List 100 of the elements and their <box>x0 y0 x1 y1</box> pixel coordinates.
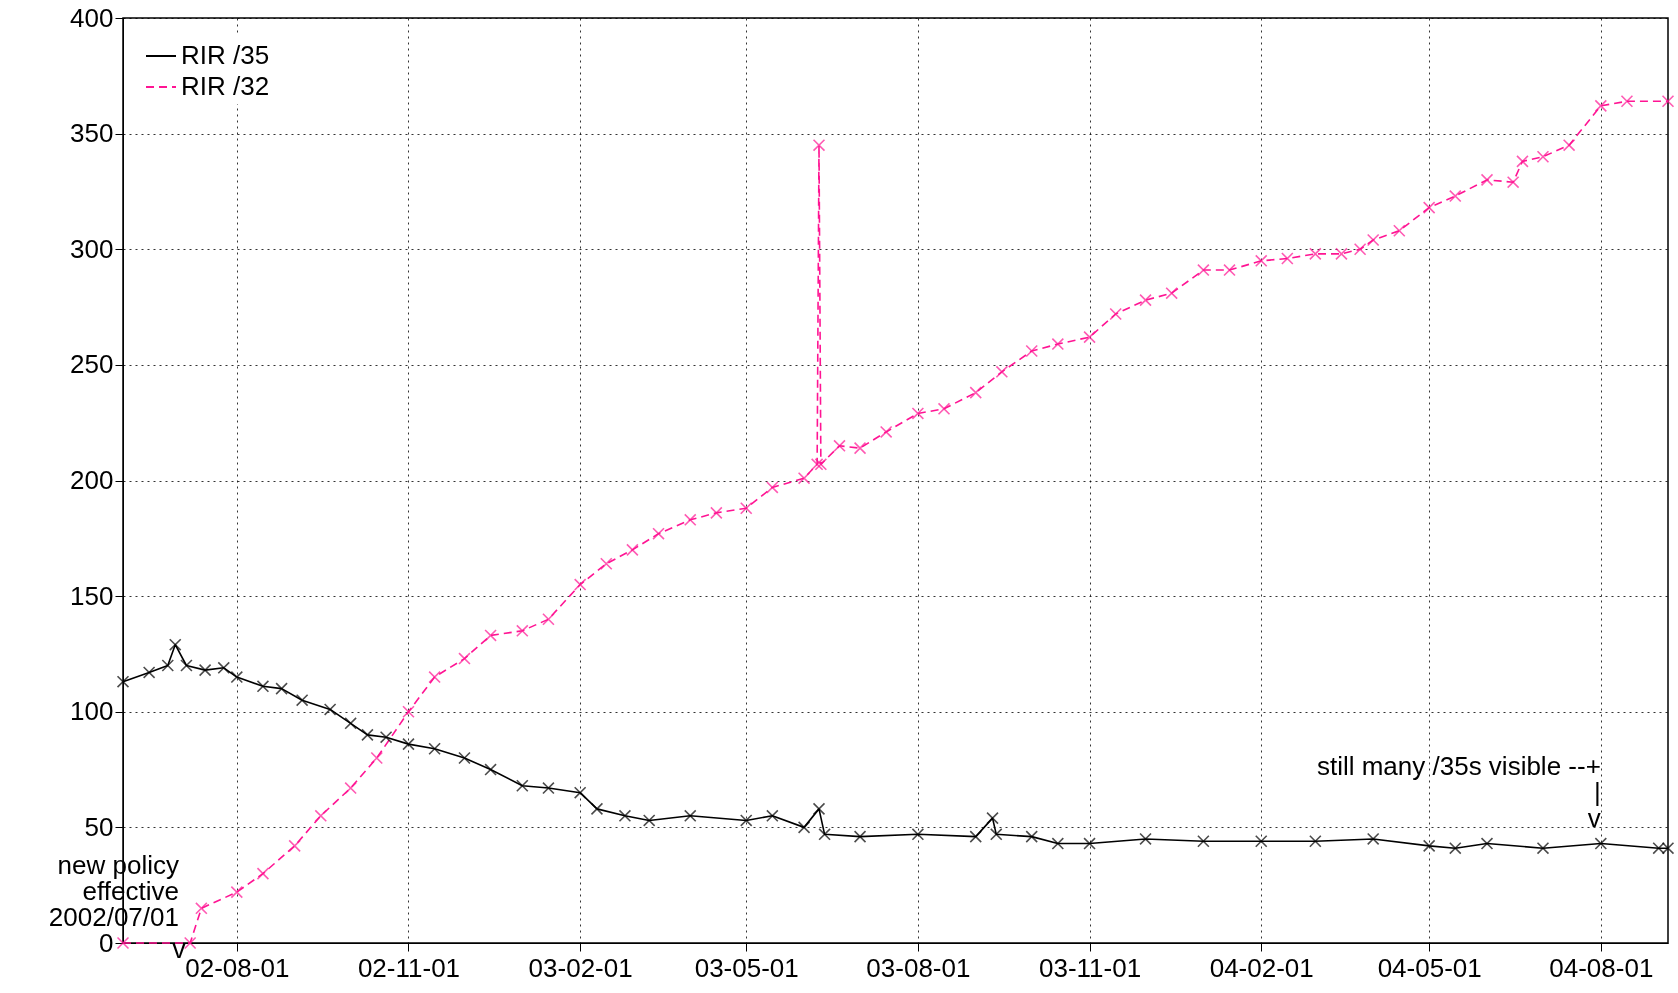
point <box>1562 138 1576 152</box>
point <box>818 828 831 841</box>
point <box>458 652 471 665</box>
point <box>1025 830 1038 843</box>
point <box>1516 155 1529 168</box>
point <box>986 811 999 825</box>
point <box>1620 94 1634 108</box>
point <box>370 751 384 765</box>
y-tick-label: 350 <box>70 118 114 149</box>
x-tick-label: 03-05-01 <box>694 952 799 983</box>
point <box>1139 832 1152 846</box>
x-tick-label: 03-08-01 <box>866 952 971 983</box>
point <box>198 663 212 677</box>
point <box>812 138 826 152</box>
point <box>1661 841 1675 855</box>
point <box>911 407 925 420</box>
x-tick-label: 04-05-01 <box>1377 952 1482 983</box>
point <box>230 670 244 684</box>
point <box>1051 337 1065 351</box>
point <box>256 867 270 880</box>
point <box>1109 307 1122 321</box>
point <box>989 828 1003 841</box>
point <box>739 501 753 515</box>
point <box>314 809 328 823</box>
point <box>180 659 193 672</box>
point <box>833 439 846 453</box>
point <box>853 830 867 843</box>
annotation: v <box>172 934 186 964</box>
point <box>626 543 639 557</box>
point <box>1309 247 1322 261</box>
point <box>969 386 983 399</box>
point <box>879 425 893 439</box>
point <box>969 830 983 843</box>
y-tick-label: 100 <box>70 696 114 727</box>
point <box>195 902 208 915</box>
annotation: still many /35s visible --+ | v <box>1316 750 1601 833</box>
point <box>428 670 441 684</box>
legend-label: RIR /32 <box>181 71 270 101</box>
point <box>1165 286 1178 300</box>
point <box>1335 247 1348 261</box>
point <box>652 527 665 540</box>
point <box>458 751 471 765</box>
point <box>516 624 529 638</box>
point <box>573 578 587 591</box>
point <box>810 458 824 471</box>
point <box>402 705 415 719</box>
point <box>295 693 309 707</box>
x-tick-label: 04-08-01 <box>1549 952 1654 983</box>
point <box>683 809 697 823</box>
point <box>937 402 951 416</box>
point <box>710 506 723 520</box>
point <box>995 365 1009 379</box>
point <box>361 728 374 742</box>
point <box>1139 293 1152 307</box>
legend-label: RIR /35 <box>181 40 270 70</box>
y-tick-label: 50 <box>84 811 114 842</box>
point <box>379 730 393 744</box>
y-tick-label: 150 <box>70 580 114 611</box>
point <box>116 675 130 688</box>
point <box>1449 189 1462 203</box>
point <box>288 839 301 853</box>
x-tick-label: 03-11-01 <box>1038 952 1142 983</box>
point <box>766 809 779 823</box>
point <box>1661 94 1675 108</box>
point <box>1353 242 1367 256</box>
point <box>1281 252 1294 265</box>
y-tick-label: 0 <box>99 927 114 958</box>
point <box>1025 344 1038 358</box>
point <box>1197 263 1210 277</box>
x-tick-label: 02-08-01 <box>185 952 290 983</box>
point <box>1422 839 1436 853</box>
point <box>1366 832 1380 846</box>
point <box>600 557 613 571</box>
point <box>428 742 441 756</box>
point <box>766 481 779 494</box>
point <box>812 802 826 816</box>
y-tick-label: 250 <box>70 349 114 380</box>
x-tick-label: 02-11-01 <box>357 952 461 983</box>
point <box>1449 841 1462 855</box>
point <box>168 638 182 651</box>
point <box>618 809 632 823</box>
point <box>161 659 175 672</box>
point <box>275 682 288 695</box>
point <box>256 680 270 693</box>
point <box>323 703 337 716</box>
point <box>344 717 357 730</box>
point <box>1309 834 1322 848</box>
point <box>1536 150 1550 164</box>
point <box>1652 841 1665 855</box>
point <box>402 737 415 751</box>
point <box>1480 173 1494 187</box>
point <box>797 821 811 834</box>
point <box>590 802 604 816</box>
point <box>344 781 357 795</box>
point <box>1422 201 1436 214</box>
point <box>217 661 231 675</box>
point <box>1254 834 1268 848</box>
point <box>1536 841 1550 855</box>
point <box>1223 263 1236 277</box>
point <box>142 666 156 679</box>
